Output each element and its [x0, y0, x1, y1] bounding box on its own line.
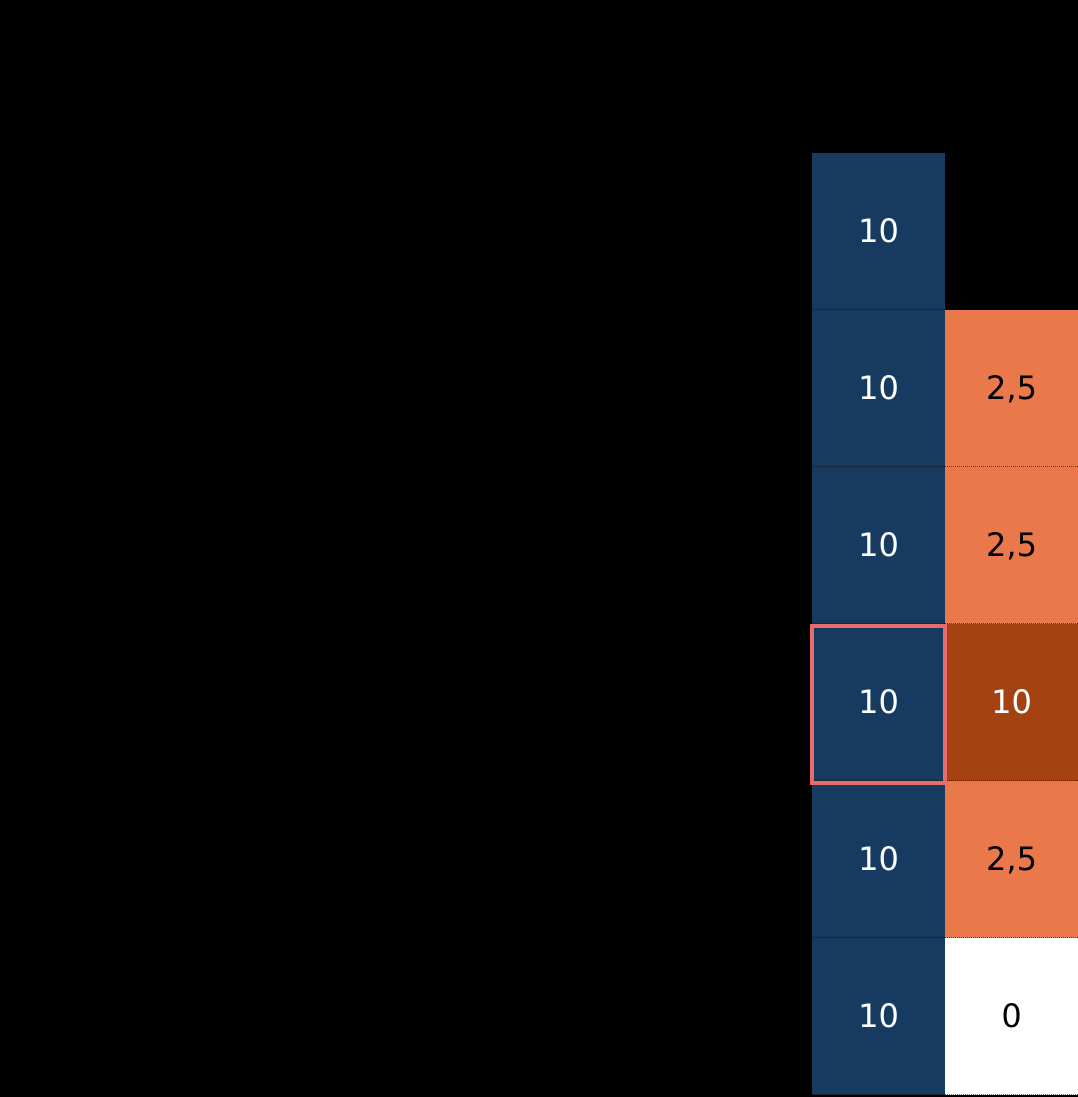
cell-b-4: 10 — [945, 624, 1078, 781]
cell-a-6: 10 — [812, 938, 945, 1095]
cell-b-6: 0 — [945, 938, 1078, 1095]
value-grid: 10 10 10 10 10 10 2,5 2,5 10 2,5 0 — [812, 153, 1078, 1095]
cell-a-5: 10 — [812, 781, 945, 938]
cell-a-4: 10 — [812, 624, 945, 781]
column-b: 2,5 2,5 10 2,5 0 — [945, 153, 1078, 1095]
cell-b-1 — [945, 153, 1078, 310]
cell-b-2: 2,5 — [945, 310, 1078, 467]
cell-b-3: 2,5 — [945, 467, 1078, 624]
cell-b-5: 2,5 — [945, 781, 1078, 938]
column-a: 10 10 10 10 10 10 — [812, 153, 945, 1095]
cell-a-3: 10 — [812, 467, 945, 624]
cell-a-1: 10 — [812, 153, 945, 310]
cell-a-2: 10 — [812, 310, 945, 467]
